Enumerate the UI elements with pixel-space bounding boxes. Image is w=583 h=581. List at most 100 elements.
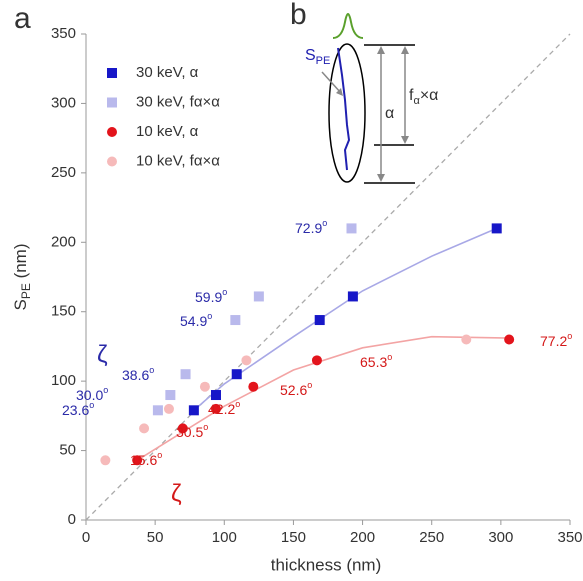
point [199,381,210,392]
annotation: 38.6o [122,365,154,382]
trend-line [136,335,510,461]
x-tick-label: 100 [212,529,237,546]
annotation-text: 42.2 [208,401,235,417]
annotation: 15.6o [130,450,162,467]
point [210,403,221,414]
ellipse [328,43,366,183]
point [139,423,150,434]
annotation-sup: o [157,450,162,460]
annotation: 65.3o [360,352,392,369]
point [231,369,242,380]
annotation-sup: o [149,365,154,375]
annotation-sup: o [103,385,108,395]
x-tick-label: 50 [147,529,164,546]
annotation: 23.6o [62,400,94,417]
legend-label: 10 keV, fα×α [136,152,220,169]
annotation-text: 52.6 [280,382,307,398]
annotation: 30.0o [76,385,108,402]
x-axis-label: thickness (nm) [271,555,382,574]
annotation-text: 65.3 [360,354,387,370]
annotation-sup: o [322,218,327,228]
annotation-text: ζ [97,341,108,368]
legend-label: 30 keV, α [136,64,199,81]
arrow [321,71,342,94]
legend-label: 10 keV, α [136,123,199,140]
inset-label: PE [316,55,331,67]
point [163,403,174,414]
gaussian [332,13,364,39]
point [241,355,252,366]
annotation-text: 77.2 [540,333,567,349]
inset-label: α [385,105,394,122]
inset-label: f [409,87,414,104]
point [165,390,176,401]
x-tick-label: 350 [557,529,582,546]
y-tick-label: 100 [51,372,76,389]
y-axis-label: PE [19,283,33,299]
panel-label: a [14,2,31,35]
annotation-sup: o [307,380,312,390]
point [248,381,259,392]
inset-diagram: SPE α fα×α [305,13,438,184]
point [210,390,221,401]
annotation-text: 30.5 [176,424,203,440]
inset-label: fα×α [409,87,438,107]
annotation-sup: o [207,311,212,321]
annotation: ζ [97,341,108,368]
point [253,291,264,302]
x-tick-label: 150 [281,529,306,546]
annotation-text: ζ [171,480,182,507]
annotation: 59.9o [195,287,227,304]
annotation-sup: o [222,287,227,297]
inset-label: α [413,95,420,107]
annotation-text: 15.6 [130,452,157,468]
legend-label: 30 keV, fα×α [136,93,220,110]
y-axis-label: SPE (nm) [11,243,33,310]
inset-label: S [305,47,316,64]
annotation-sup: o [235,399,240,409]
annotation: ζ [171,480,182,507]
panel-label: b [290,0,307,31]
point [314,315,325,326]
annotation-text: 23.6 [62,402,89,418]
y-tick-label: 250 [51,164,76,181]
y-tick-label: 350 [51,25,76,42]
inset-label: ×α [420,87,439,104]
annotation-sup: o [387,352,392,362]
annotation-sup: o [567,331,572,341]
annotation-text: 30.0 [76,387,103,403]
x-tick-label: 250 [419,529,444,546]
legend-marker [107,97,117,108]
point [230,315,241,326]
legend-marker [107,156,117,167]
point [461,334,472,345]
point [504,334,515,345]
legend-marker [107,127,117,137]
inset-label: SPE [305,47,330,67]
y-tick-label: 150 [51,303,76,320]
annotation-text: 38.6 [122,367,149,383]
annotation: 77.2o [540,331,572,348]
annotation: 30.5o [176,422,208,439]
annotation-text: 72.9 [295,220,322,236]
reference-line [85,33,571,521]
point [180,369,191,380]
y-tick-label: 0 [68,511,76,528]
annotation: 72.9o [295,218,327,235]
annotation-text: 59.9 [195,289,222,305]
x-tick-label: 0 [82,529,90,546]
annotation: 52.6o [280,380,312,397]
point [188,405,199,416]
point [152,405,163,416]
annotation-text: 54.9 [180,313,207,329]
point [491,223,502,234]
annotation: 42.2o [208,399,240,416]
annotation-sup: o [89,400,94,410]
y-tick-label: 300 [51,94,76,111]
legend-marker [107,68,117,78]
y-tick-label: 200 [51,233,76,250]
point [346,223,357,234]
annotation-sup: o [203,422,208,432]
y-axis-label: (nm) [11,243,30,283]
